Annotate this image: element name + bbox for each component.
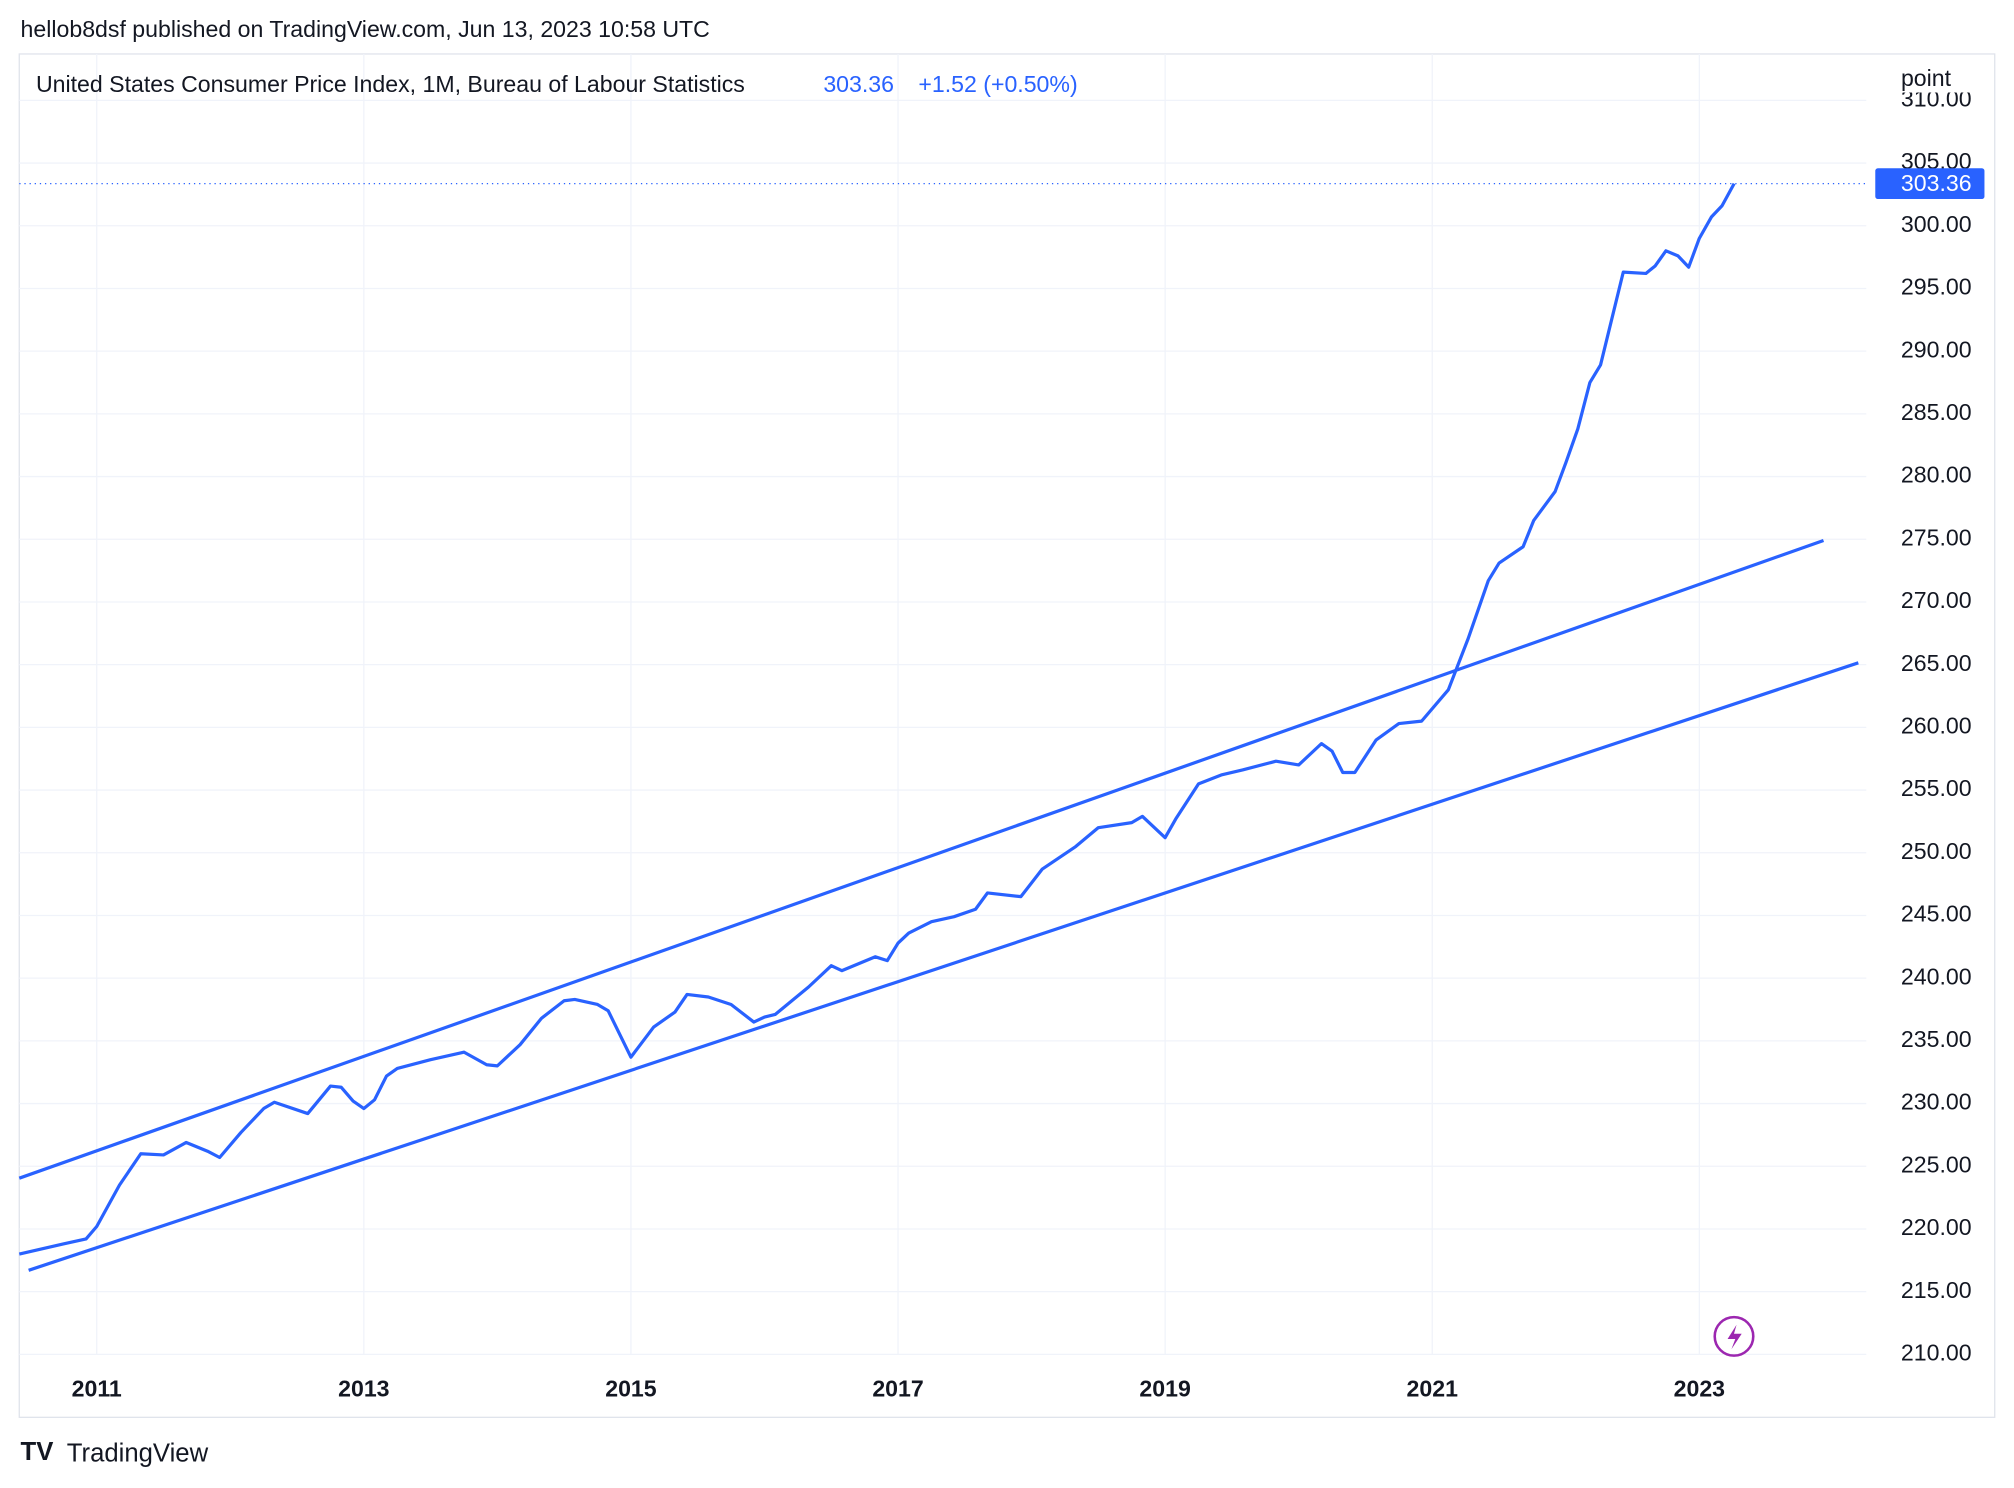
y-tick-label: 235.00 (1901, 1026, 1972, 1052)
y-tick-label: 270.00 (1901, 587, 1972, 613)
x-tick-label: 2019 (1139, 1375, 1190, 1401)
unit-label: point (1901, 65, 1952, 91)
y-tick-label: 220.00 (1901, 1214, 1972, 1240)
y-tick-label: 250.00 (1901, 838, 1972, 864)
x-tick-label: 2011 (72, 1375, 122, 1401)
series-line (18, 182, 1736, 1256)
unit-bg (1875, 61, 1991, 93)
x-tick-label: 2021 (1407, 1375, 1459, 1401)
y-tick-label: 240.00 (1901, 963, 1972, 989)
y-tick-label: 275.00 (1901, 524, 1972, 550)
y-tick-label: 210.00 (1901, 1339, 1972, 1365)
y-tick-label: 255.00 (1901, 775, 1972, 801)
x-tick-label: 2015 (605, 1375, 657, 1401)
legend-value: 303.36 (823, 71, 894, 97)
y-tick-label: 245.00 (1901, 901, 1972, 927)
price-tag (1875, 168, 1985, 200)
y-tick-label: 215.00 (1901, 1277, 1972, 1303)
price-tag-label: 303.36 (1901, 170, 1972, 196)
chart-frame (18, 53, 1996, 1418)
y-tick-label: 265.00 (1901, 650, 1972, 676)
y-tick-label: 225.00 (1901, 1151, 1972, 1177)
legend-title: United States Consumer Price Index, 1M, … (36, 71, 745, 97)
series-line (28, 661, 1859, 1272)
published-note: hellob8dsf published on TradingView.com,… (21, 16, 710, 42)
x-tick-label: 2017 (872, 1375, 923, 1401)
y-tick-label: 300.00 (1901, 211, 1972, 237)
legend-change: +1.52 (+0.50%) (918, 71, 1077, 97)
flash-icon[interactable] (1713, 1315, 1755, 1357)
y-tick-label: 295.00 (1901, 274, 1972, 300)
y-tick-label: 260.00 (1901, 712, 1972, 738)
logo-mark: TV (21, 1438, 54, 1466)
y-tick-label: 230.00 (1901, 1089, 1972, 1115)
x-tick-label: 2023 (1674, 1375, 1726, 1401)
flash-bolt (1727, 1324, 1742, 1350)
y-tick-label: 290.00 (1901, 336, 1972, 362)
brand: TradingView (67, 1439, 209, 1467)
series-line (18, 538, 1825, 1180)
y-tick-label: 285.00 (1901, 399, 1972, 425)
x-tick-label: 2013 (338, 1375, 390, 1401)
y-tick-label: 280.00 (1901, 462, 1972, 488)
